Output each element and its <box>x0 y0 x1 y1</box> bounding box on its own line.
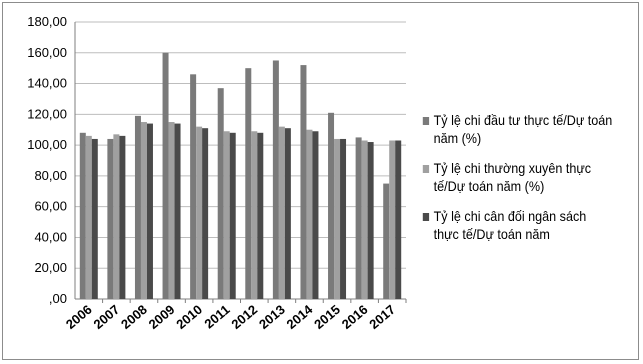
y-tick-label: 140,00 <box>27 76 67 91</box>
y-tick-label: 80,00 <box>34 168 67 183</box>
bar-series-3 <box>367 142 374 299</box>
x-tick-label: 2009 <box>146 302 178 332</box>
bar-series-2 <box>223 131 230 299</box>
bar-series-2 <box>168 122 175 300</box>
y-tick-label: 60,00 <box>34 199 67 214</box>
bar-series-3 <box>202 128 209 299</box>
legend-item-recurrent: Tỷ lệ chi thường xuyên thực tế/Dự toán n… <box>421 159 615 195</box>
bar-series-2 <box>196 126 203 300</box>
bar-series-2 <box>334 138 341 299</box>
bar-series-1 <box>79 132 86 299</box>
y-tick-label: 120,00 <box>27 106 67 121</box>
x-tick-label: 2007 <box>91 302 123 332</box>
bar-series-1 <box>383 183 390 299</box>
bar-series-2 <box>85 135 92 299</box>
bar-series-3 <box>257 132 264 299</box>
x-tick-label: 2012 <box>228 302 260 332</box>
bar-series-1 <box>245 68 252 300</box>
legend-item-investment: Tỷ lệ chi đầu tư thực tế/Dự toán năm (%) <box>421 111 615 147</box>
bar-series-3 <box>146 123 153 299</box>
y-tick-label: ,00 <box>49 291 67 306</box>
y-tick-label: 100,00 <box>27 137 67 152</box>
bar-series-2 <box>278 126 285 300</box>
bar-series-1 <box>134 115 141 299</box>
y-tick-label: 160,00 <box>27 45 67 60</box>
bar-series-2 <box>251 131 258 299</box>
bar-series-1 <box>217 88 224 299</box>
bar-series-3 <box>312 131 319 299</box>
legend-swatch-balance <box>422 213 430 221</box>
legend-label-investment: Tỷ lệ chi đầu tư thực tế/Dự toán năm (%) <box>433 112 613 146</box>
x-tick-label: 2011 <box>201 302 232 332</box>
bar-series-3 <box>284 128 291 299</box>
bar-series-1 <box>190 74 197 299</box>
legend-swatch-recurrent <box>422 165 430 173</box>
bar-series-1 <box>272 60 279 299</box>
y-tick-label: 180,00 <box>27 14 67 29</box>
bar-series-1 <box>162 52 169 300</box>
bar-series-1 <box>328 112 335 300</box>
bar-series-3 <box>119 135 126 299</box>
x-tick-label: 2010 <box>173 302 205 332</box>
bar-series-3 <box>340 138 347 299</box>
x-tick-label: 2008 <box>118 302 150 332</box>
y-tick-label: 40,00 <box>34 229 67 244</box>
bar-series-1 <box>300 65 307 299</box>
bar-series-2 <box>389 140 396 299</box>
chart-plot: ,00 20,00 40,00 60,00 80,00 100,00 120,00 140,0… <box>27 14 407 332</box>
x-tick-label: 2015 <box>311 302 343 332</box>
legend-label-recurrent: Tỷ lệ chi thường xuyên thực tế/Dự toán n… <box>433 160 592 194</box>
bar-series-1 <box>355 137 362 299</box>
y-tick-label: 20,00 <box>34 260 67 275</box>
x-tick-label: 2017 <box>366 302 398 332</box>
legend-swatch-investment <box>422 117 430 125</box>
bar-series-2 <box>140 122 147 300</box>
x-tick-label: 2013 <box>256 302 288 332</box>
bar-series-3 <box>91 138 98 299</box>
x-tick-label: 2014 <box>284 301 316 332</box>
bar-series-3 <box>395 140 402 299</box>
bar-series-1 <box>107 138 114 299</box>
legend-label-balance: Tỷ lệ chi cân đối ngân sách thực tế/Dự t… <box>433 208 587 242</box>
legend-item-balance: Tỷ lệ chi cân đối ngân sách thực tế/Dự t… <box>421 207 615 243</box>
bar-series-3 <box>229 132 236 299</box>
bar-series-2 <box>306 129 313 299</box>
legend: Tỷ lệ chi đầu tư thực tế/Dự toán năm (%)… <box>421 111 615 255</box>
bar-series-3 <box>174 123 181 299</box>
bar-series-2 <box>113 134 120 299</box>
x-tick-label: 2006 <box>63 302 95 332</box>
bar-series-2 <box>361 140 368 299</box>
chart-frame: ,00 20,00 40,00 60,00 80,00 100,00 120,00 140,0… <box>2 2 639 360</box>
x-tick-label: 2016 <box>339 302 371 332</box>
